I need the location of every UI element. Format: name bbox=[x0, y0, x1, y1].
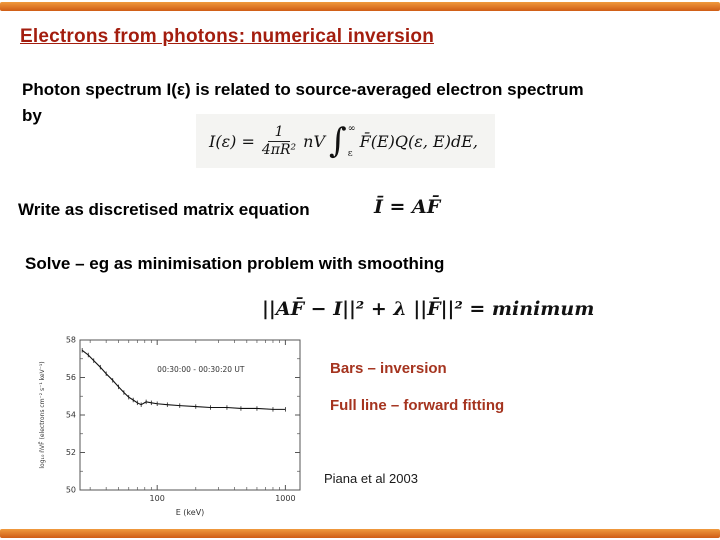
legend-bars-text: Bars – inversion bbox=[330, 360, 447, 377]
svg-text:58: 58 bbox=[66, 336, 76, 345]
equation-integrand: F̄(E)Q(ε, E)dE, bbox=[359, 131, 478, 151]
citation-text: Piana et al 2003 bbox=[324, 471, 418, 486]
matrix-equation-text: Write as discretised matrix equation bbox=[18, 200, 310, 219]
integral-sign: ∫ bbox=[329, 121, 347, 161]
svg-text:52: 52 bbox=[66, 448, 76, 457]
integral-limits: ∞ ε bbox=[348, 122, 356, 160]
integral-lower-limit: ε bbox=[347, 148, 353, 159]
integral-upper-limit: ∞ bbox=[347, 123, 356, 134]
svg-text:56: 56 bbox=[66, 373, 76, 382]
fraction-denominator: 4πR² bbox=[261, 141, 297, 158]
svg-text:log₁₀ n̄VF̄ (electrons cm⁻² s⁻: log₁₀ n̄VF̄ (electrons cm⁻² s⁻¹ keV⁻¹) bbox=[39, 361, 46, 468]
top-border-bar bbox=[0, 2, 720, 11]
photon-spectrum-equation: I(ε) = 1 4πR² nV ∫ ∞ ε F̄(E)Q(ε, E)dE, bbox=[196, 114, 495, 168]
svg-text:1000: 1000 bbox=[275, 494, 295, 503]
equation-fraction: 1 4πR² bbox=[262, 124, 296, 157]
svg-text:54: 54 bbox=[66, 411, 76, 420]
fraction-numerator: 1 bbox=[267, 124, 291, 142]
bottom-border-bar bbox=[0, 529, 720, 538]
solve-text: Solve – eg as minimisation problem with … bbox=[25, 254, 445, 273]
electron-spectrum-chart: 50 52 54 56 58 100 1000 00:30:00 - 00:30:20 UT E… bbox=[39, 336, 301, 517]
svg-text:100: 100 bbox=[150, 494, 165, 503]
svg-text:E (keV): E (keV) bbox=[176, 508, 205, 517]
svg-text:00:30:00 - 00:30:20 UT: 00:30:00 - 00:30:20 UT bbox=[157, 365, 245, 374]
matrix-equation: Ī = AF̄ bbox=[374, 196, 441, 218]
equation-coefficient: nV bbox=[303, 131, 326, 151]
minimisation-equation: ||AF̄ − I||² + λ ||F̄||² = minimum bbox=[262, 298, 595, 320]
svg-text:50: 50 bbox=[66, 486, 76, 495]
integral: ∫ ∞ ε bbox=[329, 122, 356, 160]
intro-line-1: Photon spectrum I(ε) is related to sourc… bbox=[22, 80, 584, 99]
slide-title: Electrons from photons: numerical invers… bbox=[20, 25, 435, 47]
intro-line-2: by bbox=[22, 106, 42, 125]
legend-line-text: Full line – forward fitting bbox=[330, 397, 505, 414]
equation-lhs: I(ε) = bbox=[209, 131, 255, 151]
intro-text: Photon spectrum I(ε) is related to sourc… bbox=[22, 77, 584, 129]
